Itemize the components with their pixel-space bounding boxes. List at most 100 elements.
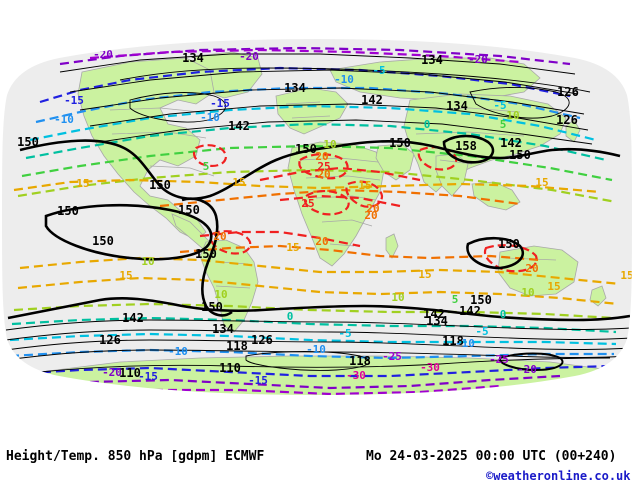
temp-blob-india: [417, 146, 458, 171]
height-contour-150-pacific: [44, 203, 213, 261]
temp-label-15: 15: [119, 269, 132, 282]
temp-contour-15-north: [13, 178, 601, 194]
temp-label-m10: -10: [455, 337, 475, 350]
temp-label-m5: -5: [493, 99, 506, 112]
temp-contour-0-south: [11, 316, 617, 334]
land-madagascar: [385, 233, 399, 259]
temp-contour-20-south: [179, 244, 541, 262]
height-label-150: 150: [57, 204, 79, 218]
temp-label-m10: -10: [54, 113, 74, 126]
height-contour-low-antarctic: [498, 352, 564, 372]
height-label-142: 142: [122, 311, 144, 325]
temp-label-25: 25: [317, 160, 330, 173]
height-contour-low-sh: [245, 351, 370, 371]
temp-contour-m25-south: [69, 384, 501, 396]
height-label-150: 150: [149, 178, 171, 192]
height-contour-126-sh: [5, 339, 631, 351]
temp-contour-15-south: [19, 256, 621, 286]
temp-label-5: 5: [203, 160, 210, 173]
temperature-contours: [9, 46, 621, 396]
height-label-150: 150: [92, 234, 114, 248]
height-contour-134b: [69, 69, 579, 95]
temp-contour-m5-south: [9, 332, 617, 346]
temp-label-m10: -10: [168, 345, 188, 358]
temp-label-10: 10: [506, 109, 519, 122]
temp-label-0: 0: [287, 310, 294, 323]
temp-label-m15: -15: [138, 370, 158, 383]
globe-outline: [0, 36, 634, 398]
height-label-150: 150: [17, 135, 39, 149]
temp-label-15: 15: [620, 269, 633, 282]
height-contour-150-sh: [7, 297, 631, 322]
height-label-150: 150: [470, 293, 492, 307]
temp-label-20: 20: [315, 235, 328, 248]
temp-label-10: 10: [214, 288, 227, 301]
temp-label-10: 10: [391, 291, 404, 304]
height-contours: [5, 53, 631, 373]
temp-contour-5-north: [21, 144, 613, 182]
credit-label: ©weatheronline.co.uk: [486, 469, 631, 483]
temp-label-15: 15: [535, 176, 548, 189]
temp-label-0: 0: [424, 118, 431, 131]
temp-label-m20: -20: [468, 53, 488, 66]
temp-contour-5-south: [13, 302, 615, 320]
height-contour-126-closed: [469, 87, 570, 119]
height-label-150: 150: [195, 247, 217, 261]
temp-blob-samerica-25: [209, 230, 252, 255]
land-north-america: [77, 57, 215, 241]
temp-contour-0-north: [25, 122, 607, 162]
height-contour-150-indian: [466, 236, 525, 270]
height-label-150: 150: [509, 148, 531, 162]
temp-contour-25-tropics: [259, 166, 421, 182]
temp-contour-m10-north: [35, 86, 581, 124]
temp-label-10: 10: [323, 138, 336, 151]
temp-label-15: 15: [418, 268, 431, 281]
height-label-126: 126: [251, 333, 273, 347]
height-label-142: 142: [361, 93, 383, 107]
temp-label-m30: -30: [346, 369, 366, 382]
footer-bar: Height/Temp. 850 hPa [gdpm] ECMWF Mo 24-…: [0, 435, 634, 490]
temp-label-m10: -10: [306, 343, 326, 356]
height-contour-110-sh: [39, 357, 611, 373]
temp-contour-25c-tropics: [199, 230, 361, 248]
temp-label-m15: -15: [64, 94, 84, 107]
temp-label-m5: -5: [372, 64, 385, 77]
temp-blob-australia-20: [483, 244, 538, 273]
map-canvas[interactable]: 134 134 134 134 126 126 142 142 142 150 150 150 150 1…: [0, 0, 634, 435]
temp-blob-africa-25: [298, 153, 349, 180]
height-contour-142-sh: [5, 319, 631, 331]
height-contour-126-nh: [119, 67, 591, 93]
height-label-158: 158: [455, 139, 477, 153]
land-europe: [275, 87, 349, 135]
temp-label-20: 20: [317, 168, 330, 181]
height-label-110: 110: [219, 361, 241, 375]
temp-label-m5: -5: [475, 325, 488, 338]
height-label-150: 150: [498, 237, 520, 251]
height-label-134: 134: [182, 51, 204, 65]
height-contour-142c: [99, 119, 593, 145]
height-label-118: 118: [349, 354, 371, 368]
height-label-118: 118: [226, 339, 248, 353]
temp-label-m25: -25: [489, 353, 509, 366]
height-label-126: 126: [556, 113, 578, 127]
temp-label-20: 20: [366, 202, 379, 215]
height-label-118: 118: [442, 334, 464, 348]
temp-label-m20: -20: [517, 363, 537, 376]
temp-label-20: 20: [364, 209, 377, 222]
height-contour-134-arctic: [59, 53, 576, 75]
temp-label-m10: -10: [334, 73, 354, 86]
height-label-126: 126: [99, 333, 121, 347]
valid-time-label: Mo 24-03-2025 00:00 UTC (00+240): [366, 449, 617, 464]
temp-label-m25: -25: [382, 350, 402, 363]
temp-label-10: 10: [521, 286, 534, 299]
height-label-150: 150: [389, 136, 411, 150]
temp-label-20: 20: [213, 230, 226, 243]
height-contour-134-sh: [5, 329, 631, 341]
temp-label-15: 15: [286, 241, 299, 254]
height-contour-142b: [89, 103, 589, 131]
height-label-150: 150: [295, 142, 317, 156]
